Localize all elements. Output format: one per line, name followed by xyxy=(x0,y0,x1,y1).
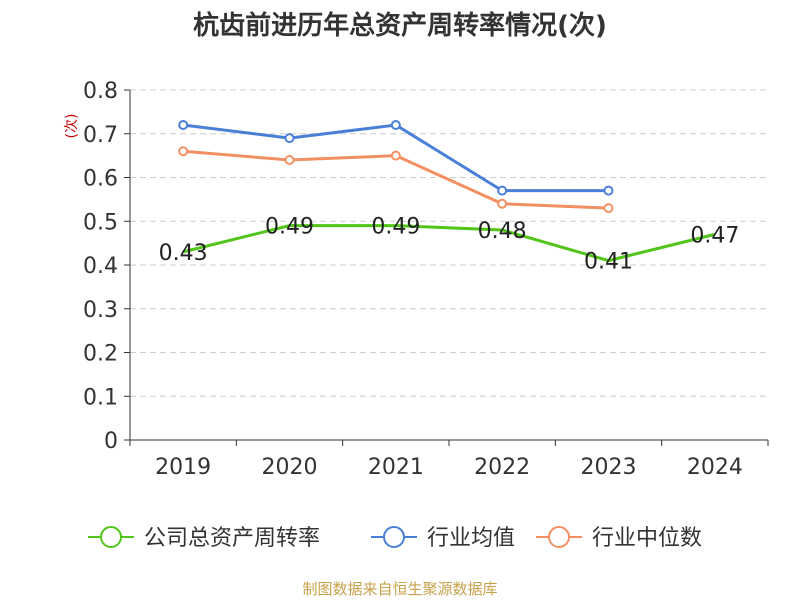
y-tick-label: 0.7 xyxy=(83,123,118,148)
data-point xyxy=(284,133,295,144)
data-point xyxy=(178,146,189,157)
grid-lines xyxy=(124,89,768,441)
legend[interactable]: 公司总资产周转率 行业均值 行业中位数 xyxy=(88,526,702,551)
legend-label: 公司总资产周转率 xyxy=(144,526,320,551)
x-tick-labels: 2019 2020 2021 2022 2023 2024 xyxy=(155,455,743,480)
data-label: 0.48 xyxy=(478,219,527,244)
legend-label: 行业均值 xyxy=(427,526,515,551)
legend-marker xyxy=(383,526,405,548)
y-tick-label: 0.8 xyxy=(83,79,118,104)
data-label: 0.49 xyxy=(265,215,314,240)
y-axis-label: (次) xyxy=(64,114,80,139)
data-point xyxy=(603,185,614,196)
data-label: 0.43 xyxy=(159,241,208,266)
legend-label: 行业中位数 xyxy=(592,526,702,551)
y-tick-label: 0.6 xyxy=(83,167,118,192)
y-tick-label: 0.5 xyxy=(83,210,118,235)
x-tick-label: 2019 xyxy=(155,455,211,480)
y-tick-label: 0.2 xyxy=(83,342,118,367)
y-tick-label: 0 xyxy=(104,429,118,454)
x-tick-label: 2021 xyxy=(368,455,424,480)
series-line xyxy=(182,224,716,263)
legend-marker xyxy=(548,526,570,548)
x-tick-label: 2022 xyxy=(474,455,530,480)
axes xyxy=(129,90,769,446)
data-labels: 0.43 0.49 0.49 0.48 0.41 0.47 xyxy=(159,215,740,275)
data-label: 0.41 xyxy=(584,250,633,275)
data-label: 0.49 xyxy=(371,215,420,240)
x-tick-label: 2023 xyxy=(581,455,637,480)
data-point xyxy=(390,120,401,130)
y-tick-labels: 0 0.1 0.2 0.3 0.4 0.5 0.6 0.7 0.8 xyxy=(83,79,118,454)
data-point xyxy=(603,203,614,214)
y-tick-label: 0.4 xyxy=(83,254,118,279)
x-tick-label: 2024 xyxy=(687,455,743,480)
y-tick-label: 0.3 xyxy=(83,298,118,323)
data-point xyxy=(178,120,189,130)
y-tick-label: 0.1 xyxy=(83,385,118,410)
data-point xyxy=(497,185,508,196)
data-point xyxy=(284,155,295,165)
series-group xyxy=(178,120,716,263)
data-point xyxy=(390,150,401,161)
source-note: 制图数据来自恒生聚源数据库 xyxy=(302,580,497,598)
data-point xyxy=(497,198,508,209)
legend-marker xyxy=(100,526,122,548)
data-label: 0.47 xyxy=(690,223,739,248)
chart-title: 杭齿前进历年总资产周转率情况(次) xyxy=(193,10,607,41)
x-tick-label: 2020 xyxy=(262,455,318,480)
